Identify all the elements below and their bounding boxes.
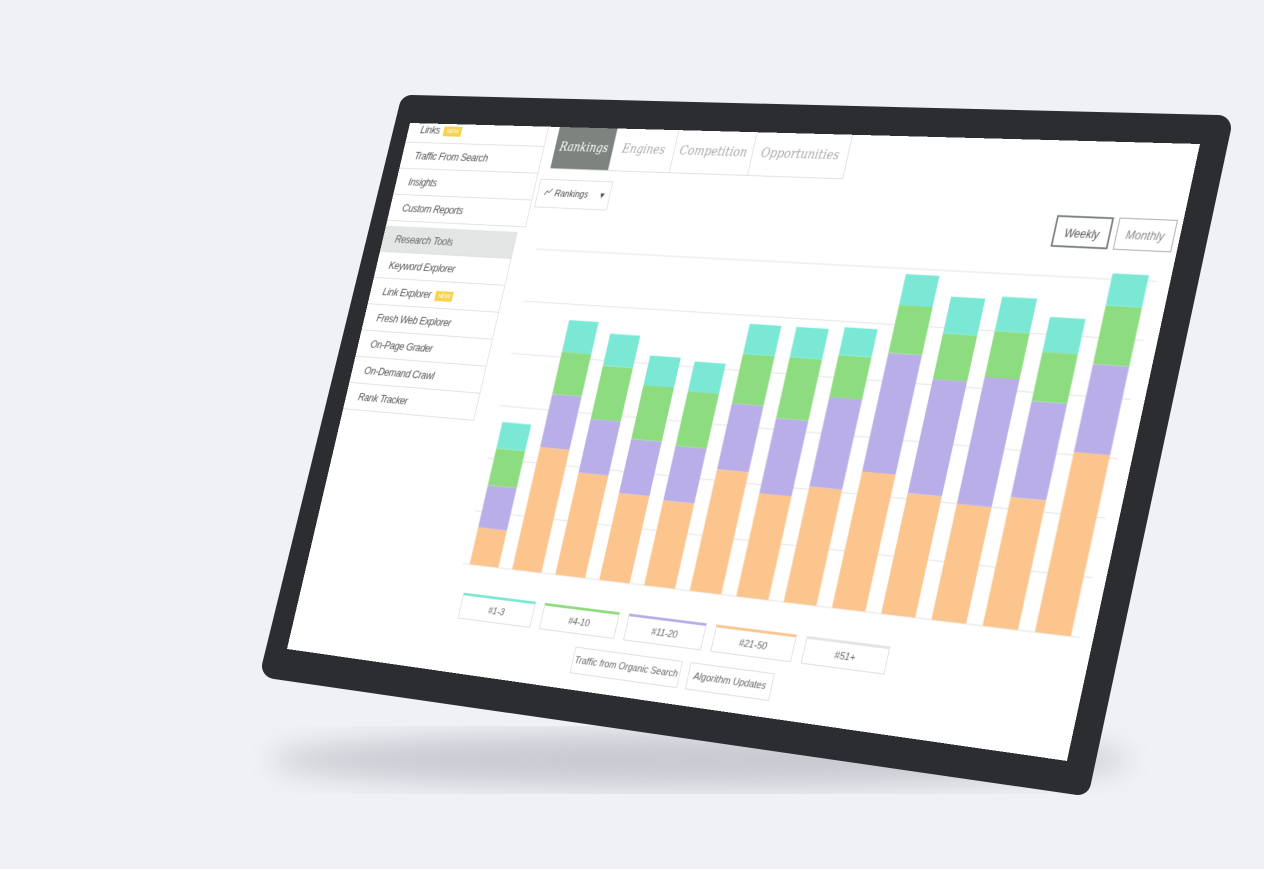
bar-segment (759, 418, 808, 496)
screen: Links NEW Traffic From Search Insights Custo… (287, 123, 1200, 761)
bar-segment (1106, 273, 1149, 307)
tab[interactable]: Engines (608, 129, 679, 174)
bar-segment (690, 469, 749, 594)
dropdown-label: Rankings (554, 189, 590, 200)
bar-segment (995, 297, 1037, 334)
bar-segment (591, 366, 633, 422)
bar-segment (839, 327, 878, 357)
chart-icon (543, 187, 554, 196)
toggle[interactable]: Algorithm Updates (685, 662, 775, 701)
bar-segment (899, 274, 939, 307)
bar-segment (1093, 305, 1142, 366)
bar-segment (478, 485, 517, 530)
item-label: Links (419, 123, 441, 136)
bar-segment (790, 327, 829, 360)
dropdown[interactable]: Rankings ▾ (534, 179, 613, 211)
tab[interactable]: Competition (670, 130, 758, 176)
bar-segment (736, 493, 791, 600)
sidebar-item[interactable]: Custom Reports (387, 195, 532, 228)
bar-segment (540, 394, 582, 450)
bar-segment (1032, 352, 1078, 404)
bar-segment (985, 331, 1030, 379)
item-label: Link Explorer (382, 285, 433, 300)
item-label: Insights (407, 175, 438, 188)
bar-segment (862, 353, 922, 475)
bar-segment (888, 305, 932, 355)
bar-segment (983, 497, 1047, 630)
bar-segment (676, 391, 719, 448)
bar-segment (829, 355, 871, 399)
bar-segment (957, 377, 1020, 507)
legend-item[interactable]: #11-20 (623, 613, 707, 650)
bar-segment (496, 422, 531, 451)
bar-segment (933, 333, 977, 381)
item-label: Custom Reports (401, 202, 464, 217)
bar-segment (579, 419, 621, 475)
bar-segment (552, 352, 591, 397)
toggle[interactable]: Traffic from Organic Search (570, 647, 683, 689)
period-button[interactable]: Monthly (1113, 218, 1178, 253)
chart (445, 231, 1174, 658)
bar-segment (631, 385, 674, 442)
bar-segment (688, 362, 726, 394)
bar-segment (644, 500, 694, 589)
grid-line (535, 249, 1156, 281)
item-label: On-Demand Crawl (363, 364, 435, 382)
bar-segment (1042, 317, 1085, 354)
caret: ▾ (596, 182, 606, 209)
tab[interactable]: Rankings (550, 127, 618, 171)
bar-segment (776, 357, 822, 421)
item-label: On-Page Grader (369, 338, 434, 355)
bar-segment (908, 379, 967, 496)
bar-segment (488, 448, 525, 488)
bar-segment (732, 354, 775, 406)
item-label: Keyword Explorer (388, 259, 457, 275)
bar-segment (619, 439, 662, 496)
bar-segment (555, 472, 608, 578)
bar-segment (717, 403, 764, 472)
bar-segment (743, 324, 781, 356)
item-label: Fresh Web Explorer (375, 311, 452, 329)
bar-segment (599, 493, 649, 583)
bar-segment (809, 397, 862, 490)
badge: NEW (434, 290, 454, 301)
period-button[interactable]: Weekly (1050, 215, 1114, 249)
tab[interactable]: Opportunities (748, 132, 853, 179)
bar-segment (562, 320, 599, 354)
bar-segment (931, 504, 991, 624)
legend-item[interactable]: #4-10 (539, 603, 620, 639)
item-label: Rank Tracker (357, 390, 409, 407)
item-label: Traffic From Search (413, 149, 489, 164)
badge: NEW (443, 126, 463, 136)
bar-segment (663, 446, 706, 504)
legend-item[interactable]: #51+ (801, 636, 891, 675)
bar-segment (1074, 364, 1129, 455)
bar-segment (784, 487, 843, 606)
legend-item[interactable]: #1-3 (458, 593, 536, 628)
bar-segment (470, 527, 507, 567)
bar-segment (643, 356, 680, 388)
legend-item[interactable]: #21-50 (710, 625, 797, 663)
